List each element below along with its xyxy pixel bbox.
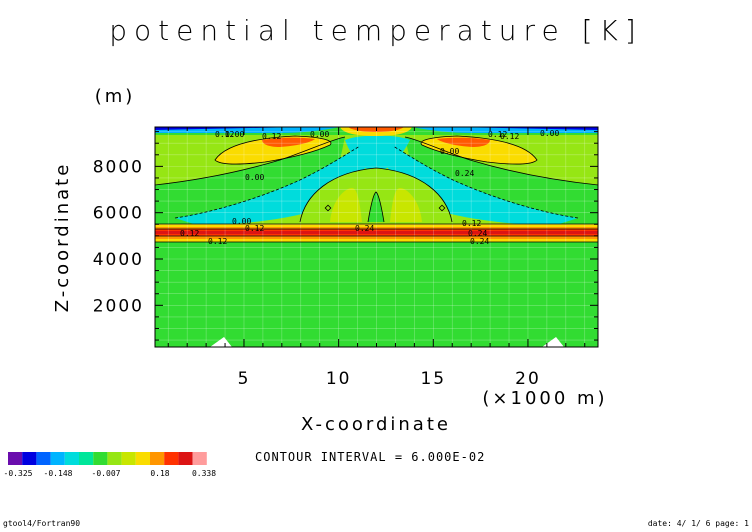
contour-label: 0.00	[440, 147, 459, 156]
contour-label: 0.12	[215, 130, 234, 139]
colorbar-swatch	[150, 452, 165, 465]
contour-label: 0.24	[470, 237, 489, 246]
contour-label: 0.24	[468, 229, 487, 238]
x-tick-label: 5	[238, 369, 251, 389]
contour-label: 0.12	[488, 130, 507, 139]
terrain-right	[542, 337, 564, 347]
axis-ticks	[155, 127, 598, 347]
top-cold-layer-right-core	[452, 127, 598, 130]
colorbar-swatch	[79, 452, 94, 465]
contour-label: 0.12	[262, 132, 281, 141]
plot-area: 0.120.00 0.12 0.00 0.12 0.000.000.000.240.12…	[154, 126, 599, 348]
chart-title: potential temperature [K]	[109, 14, 643, 47]
y-tick-label: 8000	[93, 157, 144, 177]
colorbar-label: 0.338	[192, 469, 216, 478]
contour-line-right	[404, 136, 599, 186]
left-cool-basin	[155, 137, 345, 226]
contour-label: 0.00	[225, 130, 244, 139]
contour-line-dome	[299, 167, 453, 223]
x-unit-label: (×1000 m)	[482, 388, 607, 409]
colorbar-swatch	[164, 452, 179, 465]
colorbar	[8, 452, 207, 465]
contour-label: 0.12	[462, 219, 481, 228]
colorbar-swatch	[64, 452, 79, 465]
contour-line-spike	[367, 191, 385, 223]
colorbar-label: -0.148	[44, 469, 73, 478]
x-tick-label: 10	[326, 369, 352, 389]
contour-label: 0.00	[245, 173, 264, 182]
x-axis-label: X-coordinate	[301, 414, 451, 435]
central-yellow-core	[330, 188, 422, 222]
contour-line-right-cyan	[392, 145, 579, 219]
y-tick-label: 6000	[93, 204, 144, 224]
y-tick-label: 2000	[93, 296, 144, 316]
left-hot-core	[262, 137, 315, 147]
colorbar-swatch	[93, 452, 108, 465]
contour-label: 0.24	[455, 169, 474, 178]
contour-label: 0.00	[540, 129, 559, 138]
colorbar-swatch	[121, 452, 136, 465]
central-spike	[368, 192, 384, 222]
colorbar-swatch	[50, 452, 65, 465]
colorbar-labels: -0.325 -0.148 -0.007 0.18 0.338	[4, 469, 217, 478]
contour-labels: 0.120.00 0.12 0.00 0.12 0.000.000.000.240.12…	[180, 129, 559, 246]
colorbar-swatch	[178, 452, 193, 465]
colorbar-swatch	[192, 452, 207, 465]
contour-label: 0.12	[208, 237, 227, 246]
contour-label: 0.24	[355, 224, 374, 233]
colorbar-swatch	[8, 452, 23, 465]
colorbar-swatch	[36, 452, 51, 465]
colorbar-swatch	[107, 452, 122, 465]
footer-left: gtool4/Fortran90	[3, 519, 80, 528]
inversion-core	[155, 231, 598, 234]
contour-label: 0.00	[310, 130, 329, 139]
axis-tick-labels: 5 10 15 20 2000 4000 6000 8000	[93, 157, 541, 389]
contour-label: 0.00	[232, 217, 251, 226]
marker-left	[324, 204, 332, 212]
marker-right	[438, 204, 446, 212]
colorbar-label: -0.007	[92, 469, 121, 478]
colorbar-label: -0.325	[4, 469, 33, 478]
top-cold-layer-core	[155, 127, 300, 130]
contour-label: 0.12	[500, 132, 519, 141]
contour-line-left	[154, 136, 346, 186]
colorbar-swatch	[135, 452, 150, 465]
colorbar-swatch	[22, 452, 37, 465]
y-tick-label: 4000	[93, 250, 144, 270]
contour-line-right-lobe	[420, 135, 538, 165]
contour-line-left-cyan	[174, 145, 361, 219]
colorbar-label: 0.18	[150, 469, 169, 478]
contour-label: 0.12	[245, 224, 264, 233]
contour-lines	[154, 135, 599, 243]
right-hot-core	[437, 137, 490, 147]
right-cool-basin	[405, 137, 598, 226]
x-tick-label: 20	[515, 369, 541, 389]
terrain-left	[210, 337, 232, 347]
footer-right: date: 4/ 1/ 6 page: 1	[648, 519, 749, 528]
contour-line-left-lobe	[214, 135, 332, 165]
lower-uniform-layer	[155, 240, 598, 347]
y-unit-label: (m)	[95, 86, 136, 107]
contour-label: 0.12	[180, 229, 199, 238]
y-axis-label: Z-coordinate	[52, 162, 73, 313]
x-tick-label: 15	[420, 369, 446, 389]
contour-interval: CONTOUR INTERVAL = 6.000E-02	[255, 450, 485, 464]
top-cyan-zone	[345, 135, 410, 172]
